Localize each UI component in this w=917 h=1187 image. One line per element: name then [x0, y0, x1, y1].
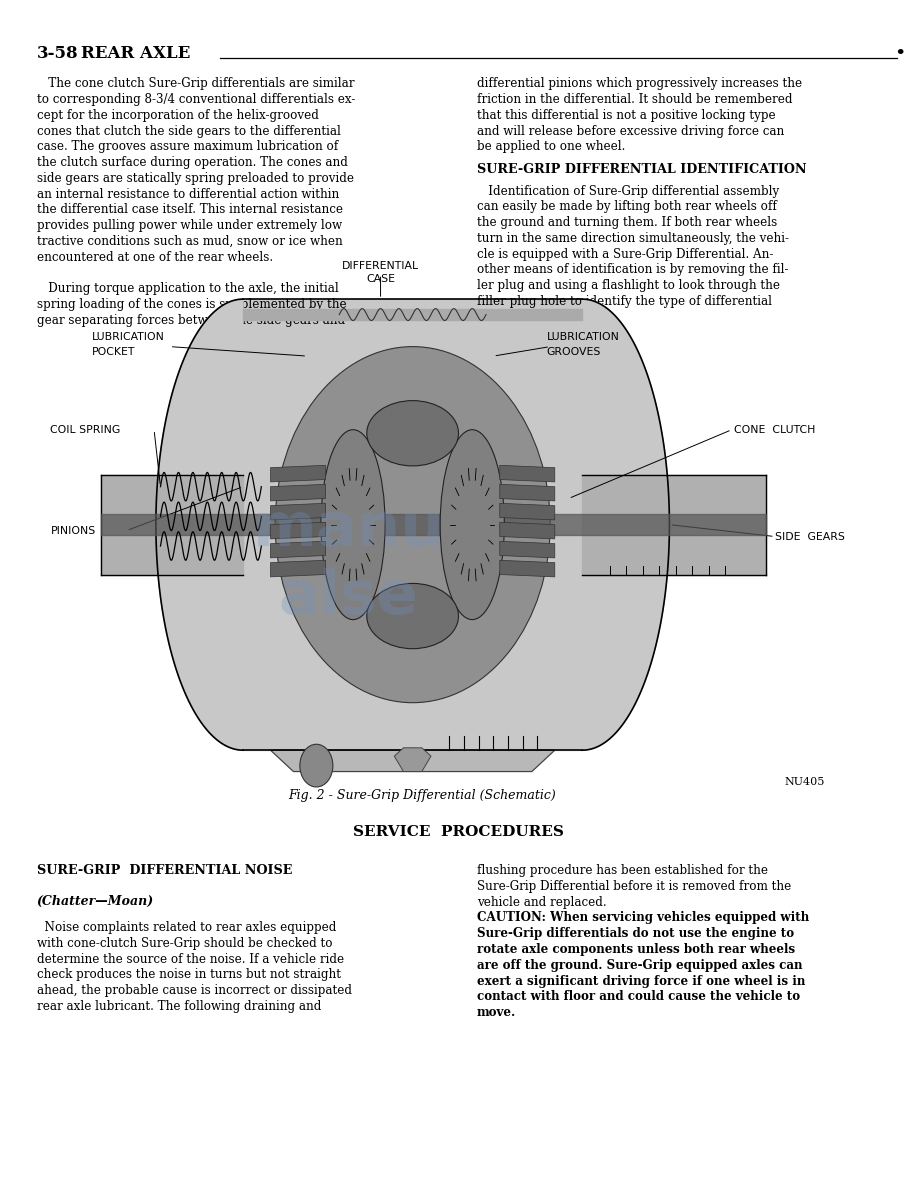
Text: (Chatter—Moan): (Chatter—Moan): [37, 895, 154, 908]
Polygon shape: [582, 299, 669, 750]
Ellipse shape: [275, 347, 550, 703]
Text: SIDE  GEARS: SIDE GEARS: [775, 532, 845, 541]
Text: The cone clutch Sure-Grip differentials are similar: The cone clutch Sure-Grip differentials …: [37, 77, 354, 90]
Text: cept for the incorporation of the helix-grooved: cept for the incorporation of the helix-…: [37, 109, 318, 122]
Text: can easily be made by lifting both rear wheels off: can easily be made by lifting both rear …: [477, 201, 777, 214]
Text: contact with floor and could cause the vehicle to: contact with floor and could cause the v…: [477, 990, 800, 1003]
Text: vehicle and replaced.: vehicle and replaced.: [477, 896, 606, 909]
Text: NU405: NU405: [785, 777, 825, 787]
Polygon shape: [271, 541, 326, 558]
FancyBboxPatch shape: [83, 267, 816, 777]
Text: case.: case.: [477, 311, 508, 324]
Text: COIL SPRING: COIL SPRING: [50, 425, 121, 434]
Polygon shape: [500, 541, 555, 558]
Circle shape: [300, 744, 333, 787]
Polygon shape: [500, 484, 555, 501]
Text: provides pulling power while under extremely low: provides pulling power while under extre…: [37, 220, 342, 233]
Text: and will release before excessive driving force can: and will release before excessive drivin…: [477, 125, 784, 138]
Text: differential pinions which progressively increases the: differential pinions which progressively…: [477, 77, 802, 90]
Text: LUBRICATION: LUBRICATION: [92, 332, 164, 342]
Text: determine the source of the noise. If a vehicle ride: determine the source of the noise. If a …: [37, 953, 344, 966]
Text: POCKET: POCKET: [92, 347, 135, 356]
Text: REAR AXLE: REAR AXLE: [81, 45, 190, 62]
Text: SERVICE  PROCEDURES: SERVICE PROCEDURES: [353, 825, 564, 839]
Text: manu
alse: manu alse: [252, 500, 445, 628]
Text: move.: move.: [477, 1007, 516, 1020]
Polygon shape: [271, 522, 326, 539]
Text: flushing procedure has been established for the: flushing procedure has been established …: [477, 864, 768, 877]
Text: be applied to one wheel.: be applied to one wheel.: [477, 140, 625, 153]
Text: are off the ground. Sure-Grip equipped axles can: are off the ground. Sure-Grip equipped a…: [477, 959, 802, 972]
Text: Noise complaints related to rear axles equipped: Noise complaints related to rear axles e…: [37, 921, 336, 934]
Text: gear separating forces between the side gears and: gear separating forces between the side …: [37, 315, 345, 326]
Ellipse shape: [367, 401, 458, 466]
Text: Fig. 2 - Sure-Grip Differential (Schematic): Fig. 2 - Sure-Grip Differential (Schemat…: [288, 789, 556, 802]
Text: GROOVES: GROOVES: [547, 347, 601, 356]
Text: DIFFERENTIAL: DIFFERENTIAL: [342, 261, 419, 271]
Text: turn in the same direction simultaneously, the vehi-: turn in the same direction simultaneousl…: [477, 231, 789, 245]
Text: ler plug and using a flashlight to look through the: ler plug and using a flashlight to look …: [477, 279, 779, 292]
Text: side gears are statically spring preloaded to provide: side gears are statically spring preload…: [37, 172, 354, 185]
Text: to corresponding 8-3/4 conventional differentials ex-: to corresponding 8-3/4 conventional diff…: [37, 93, 355, 106]
Text: with cone-clutch Sure-Grip should be checked to: with cone-clutch Sure-Grip should be che…: [37, 937, 332, 950]
Text: that this differential is not a positive locking type: that this differential is not a positive…: [477, 109, 776, 122]
Text: Sure-Grip Differential before it is removed from the: Sure-Grip Differential before it is remo…: [477, 880, 791, 893]
Polygon shape: [500, 503, 555, 520]
Text: the clutch surface during operation. The cones and: the clutch surface during operation. The…: [37, 157, 348, 169]
Text: CONE  CLUTCH: CONE CLUTCH: [734, 425, 815, 434]
Text: other means of identification is by removing the fil-: other means of identification is by remo…: [477, 264, 789, 277]
Text: check produces the noise in turns but not straight: check produces the noise in turns but no…: [37, 969, 341, 982]
Text: SURE-GRIP DIFFERENTIAL IDENTIFICATION: SURE-GRIP DIFFERENTIAL IDENTIFICATION: [477, 164, 806, 176]
Ellipse shape: [321, 430, 385, 620]
Polygon shape: [394, 748, 431, 772]
Polygon shape: [271, 750, 555, 772]
Polygon shape: [271, 503, 326, 520]
Text: Sure-Grip differentials do not use the engine to: Sure-Grip differentials do not use the e…: [477, 927, 794, 940]
Text: •: •: [894, 45, 905, 63]
Text: rear axle lubricant. The following draining and: rear axle lubricant. The following drain…: [37, 999, 321, 1013]
Text: spring loading of the cones is supplemented by the: spring loading of the cones is supplemen…: [37, 298, 347, 311]
Text: CASE: CASE: [366, 274, 395, 284]
Text: encountered at one of the rear wheels.: encountered at one of the rear wheels.: [37, 250, 272, 264]
Polygon shape: [500, 522, 555, 539]
Text: friction in the differential. It should be remembered: friction in the differential. It should …: [477, 93, 792, 106]
Polygon shape: [500, 560, 555, 577]
Text: SURE-GRIP  DIFFERENTIAL NOISE: SURE-GRIP DIFFERENTIAL NOISE: [37, 864, 292, 877]
Text: cle is equipped with a Sure-Grip Differential. An-: cle is equipped with a Sure-Grip Differe…: [477, 248, 773, 261]
Text: During torque application to the axle, the initial: During torque application to the axle, t…: [37, 283, 338, 296]
Text: the differential case itself. This internal resistance: the differential case itself. This inter…: [37, 203, 343, 216]
Ellipse shape: [440, 430, 504, 620]
Polygon shape: [271, 484, 326, 501]
Text: cones that clutch the side gears to the differential: cones that clutch the side gears to the …: [37, 125, 340, 138]
Text: Identification of Sure-Grip differential assembly: Identification of Sure-Grip differential…: [477, 184, 779, 197]
Text: PINIONS: PINIONS: [50, 526, 95, 535]
Text: CAUTION: When servicing vehicles equipped with: CAUTION: When servicing vehicles equippe…: [477, 912, 809, 925]
Text: rotate axle components unless both rear wheels: rotate axle components unless both rear …: [477, 942, 795, 956]
Text: case. The grooves assure maximum lubrication of: case. The grooves assure maximum lubrica…: [37, 140, 338, 153]
Text: ahead, the probable cause is incorrect or dissipated: ahead, the probable cause is incorrect o…: [37, 984, 352, 997]
Text: LUBRICATION: LUBRICATION: [547, 332, 619, 342]
Polygon shape: [271, 560, 326, 577]
Text: an internal resistance to differential action within: an internal resistance to differential a…: [37, 188, 339, 201]
Text: filler plug hole to identify the type of differential: filler plug hole to identify the type of…: [477, 296, 772, 309]
Text: 3-58: 3-58: [37, 45, 78, 62]
Text: exert a significant driving force if one wheel is in: exert a significant driving force if one…: [477, 975, 805, 988]
Text: tractive conditions such as mud, snow or ice when: tractive conditions such as mud, snow or…: [37, 235, 342, 248]
Ellipse shape: [367, 583, 458, 648]
Polygon shape: [271, 465, 326, 482]
Polygon shape: [156, 299, 243, 750]
Text: the ground and turning them. If both rear wheels: the ground and turning them. If both rea…: [477, 216, 777, 229]
Polygon shape: [500, 465, 555, 482]
